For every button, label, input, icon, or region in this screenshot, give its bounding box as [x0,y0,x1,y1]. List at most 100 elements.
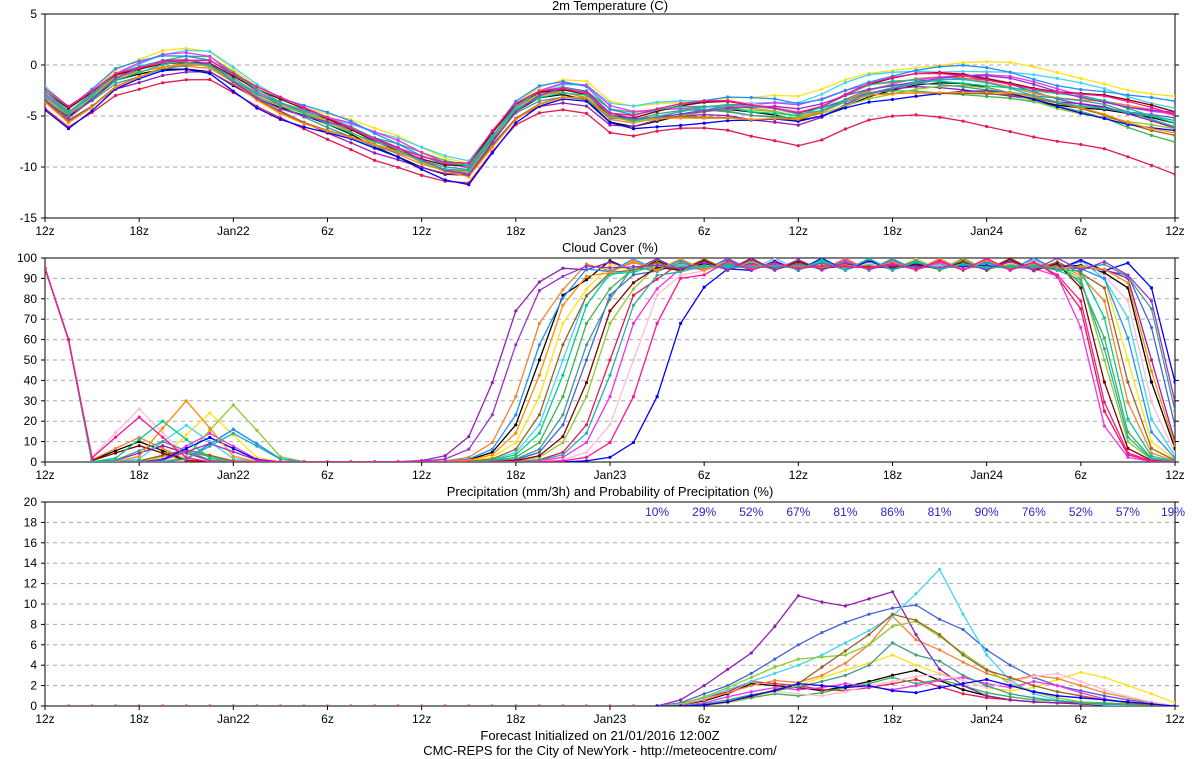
data-point [584,459,589,462]
data-point [655,287,659,291]
data-point [631,124,636,129]
data-point [1008,675,1012,680]
data-point [584,274,589,278]
data-point [938,267,942,272]
data-point [66,338,71,342]
data-point [537,460,541,462]
data-point [749,690,753,694]
data-point [631,287,636,291]
data-point [1032,264,1036,268]
data-point [1008,695,1012,699]
data-point [1126,281,1130,285]
data-point [702,273,706,277]
data-point [914,72,918,76]
data-point [184,437,188,441]
data-point [961,268,965,272]
data-point [655,100,659,104]
data-point [561,108,565,112]
data-point [514,704,518,706]
data-point [820,109,824,113]
data-point [537,450,542,454]
data-point [443,154,447,158]
data-point [467,161,471,165]
data-point [325,460,330,462]
x-tick-label: 18z [883,468,902,482]
data-point [820,114,824,118]
data-point [985,84,989,88]
data-point [537,99,542,103]
data-point [373,158,377,162]
data-point [726,95,730,99]
data-point [1126,336,1130,340]
data-point [561,95,565,99]
data-point [655,258,659,261]
data-point [349,119,353,123]
data-point [90,92,94,96]
data-point [161,60,165,64]
data-point [114,431,118,435]
data-point [231,454,235,458]
data-point [985,90,989,94]
data-point [114,446,118,451]
data-point [1173,704,1175,706]
data-point [890,612,895,616]
y-tick-label: 100 [17,251,37,265]
data-point [1055,96,1059,100]
data-point [514,121,518,125]
data-point [796,682,800,686]
data-point [726,103,730,107]
data-point [1173,133,1175,137]
y-tick-label: -5 [26,109,37,123]
source-credit-line: CMC-REPS for the City of NewYork - http:… [423,743,777,758]
data-point [796,117,800,121]
series-group [45,567,1175,706]
data-point [278,460,282,462]
data-point [1173,380,1175,384]
data-point [1173,140,1175,144]
data-point [773,93,777,97]
x-tick-label: 18z [506,224,525,238]
data-point [726,119,730,123]
data-point [584,303,589,307]
data-point [1055,699,1059,703]
x-tick-label: 12z [789,468,808,482]
data-point [1149,103,1154,107]
data-point [726,265,730,269]
data-point [1102,267,1106,271]
data-point [1126,125,1130,129]
data-point [561,459,565,462]
data-point [1173,172,1175,176]
data-point [325,704,330,706]
data-point [820,694,824,698]
data-point [208,431,212,435]
data-point [726,695,730,699]
data-point [914,68,918,72]
data-point [1173,409,1175,413]
y-tick-label: 30 [24,394,38,408]
data-point [208,49,212,53]
data-point [890,114,895,118]
data-point [843,686,848,690]
data-point [1079,670,1083,674]
data-point [726,116,730,120]
data-point [1102,316,1106,320]
data-point [1008,70,1012,74]
data-point [1032,268,1036,272]
data-point [561,395,565,399]
data-point [843,100,848,104]
data-point [1126,273,1130,277]
data-point [749,268,753,272]
data-point [184,78,188,82]
y-tick-label: -10 [20,160,38,174]
data-point [278,101,282,105]
data-point [773,261,777,265]
data-point [1173,125,1175,129]
data-point [914,85,918,89]
data-point [1079,92,1083,96]
data-point [90,456,94,460]
x-tick-label: 12z [1165,712,1184,726]
data-point [1126,105,1130,109]
data-point [702,695,706,699]
y-tick-label: 12 [24,577,38,591]
data-point [66,113,71,117]
